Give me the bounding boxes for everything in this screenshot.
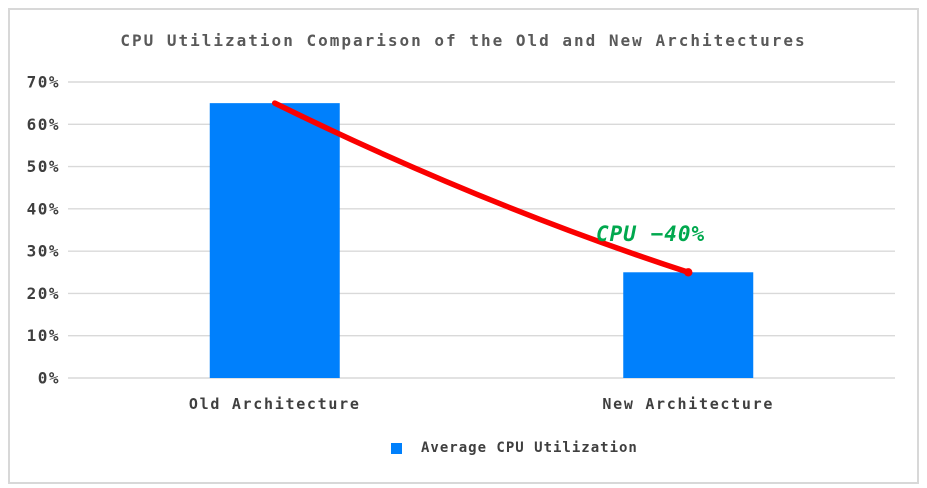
x-axis-label-new-architecture: New Architecture: [602, 395, 774, 413]
bar-old-architecture: [209, 103, 340, 379]
chart-frame: [8, 8, 919, 484]
chart-title: CPU Utilization Comparison of the Old an…: [120, 31, 807, 50]
legend: Average CPU Utilization: [391, 440, 638, 456]
y-tick-label: 70%: [27, 73, 60, 92]
y-tick-label: 20%: [27, 284, 60, 303]
y-tick-label: 60%: [27, 115, 60, 134]
bar-new-architecture: [623, 272, 754, 378]
legend-label: Average CPU Utilization: [421, 440, 638, 456]
x-axis-label-old-architecture: Old Architecture: [189, 395, 361, 413]
y-tick-label: 40%: [27, 199, 60, 218]
y-tick-label: 0%: [38, 369, 60, 388]
y-tick-label: 50%: [27, 157, 60, 176]
trend-line-end-dot: [684, 268, 693, 277]
annotation-cpu-decrease: CPU −40%: [596, 222, 706, 246]
y-tick-label: 10%: [27, 326, 60, 345]
y-tick-label: 30%: [27, 242, 60, 261]
trend-line: [272, 100, 691, 276]
legend-swatch-icon: [391, 442, 402, 454]
